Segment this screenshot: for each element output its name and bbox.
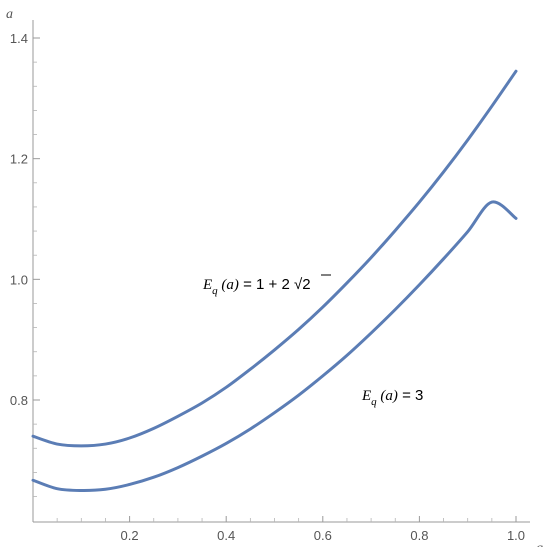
annotation-upper-arg: (a) [218,277,239,293]
axes [32,20,530,523]
y-tick-label: 0.8 [10,393,28,408]
curves [31,69,518,493]
annotation-upper-var: E [202,277,212,293]
annotation-lower-sub: q [371,396,377,408]
y-ticks: 0.8 1.0 1.2 1.4 [10,31,40,408]
x-tick-label: 0.8 [410,528,428,543]
annotation-upper-curve: Eq (a) = 1 + 2 √2 [202,274,331,297]
series-line-1 [31,69,518,448]
x-axis-label: q [536,541,543,547]
x-ticks: 0.2 0.4 0.6 0.8 1.0 [121,516,525,543]
svg-text:Eq (a) = 3: Eq (a) = 3 [361,387,423,408]
minor-ticks [33,61,493,522]
series-line-2 [31,200,518,493]
y-axis-label: a [6,7,13,22]
annotation-lower-var: E [361,388,371,404]
annotation-lower-rest: = 3 [398,387,423,404]
annotation-upper-sqrt: 2 [302,276,310,293]
annotation-lower-arg: (a) [377,388,398,404]
x-tick-label: 0.2 [121,528,139,543]
annotation-upper-radical: √ [294,276,303,293]
x-tick-label: 0.6 [314,528,332,543]
annotation-upper-sub: q [212,285,218,297]
annotation-upper-rest: = 1 + 2 [239,276,294,293]
svg-text:Eq (a) = 1 + 2 √2: Eq (a) = 1 + 2 √2 [202,276,311,297]
y-tick-label: 1.4 [10,31,28,46]
x-tick-label: 0.4 [217,528,235,543]
annotation-lower-curve: Eq (a) = 3 [361,387,423,408]
x-tick-label: 1.0 [507,528,525,543]
y-tick-label: 1.0 [10,272,28,287]
y-tick-label: 1.2 [10,152,28,167]
